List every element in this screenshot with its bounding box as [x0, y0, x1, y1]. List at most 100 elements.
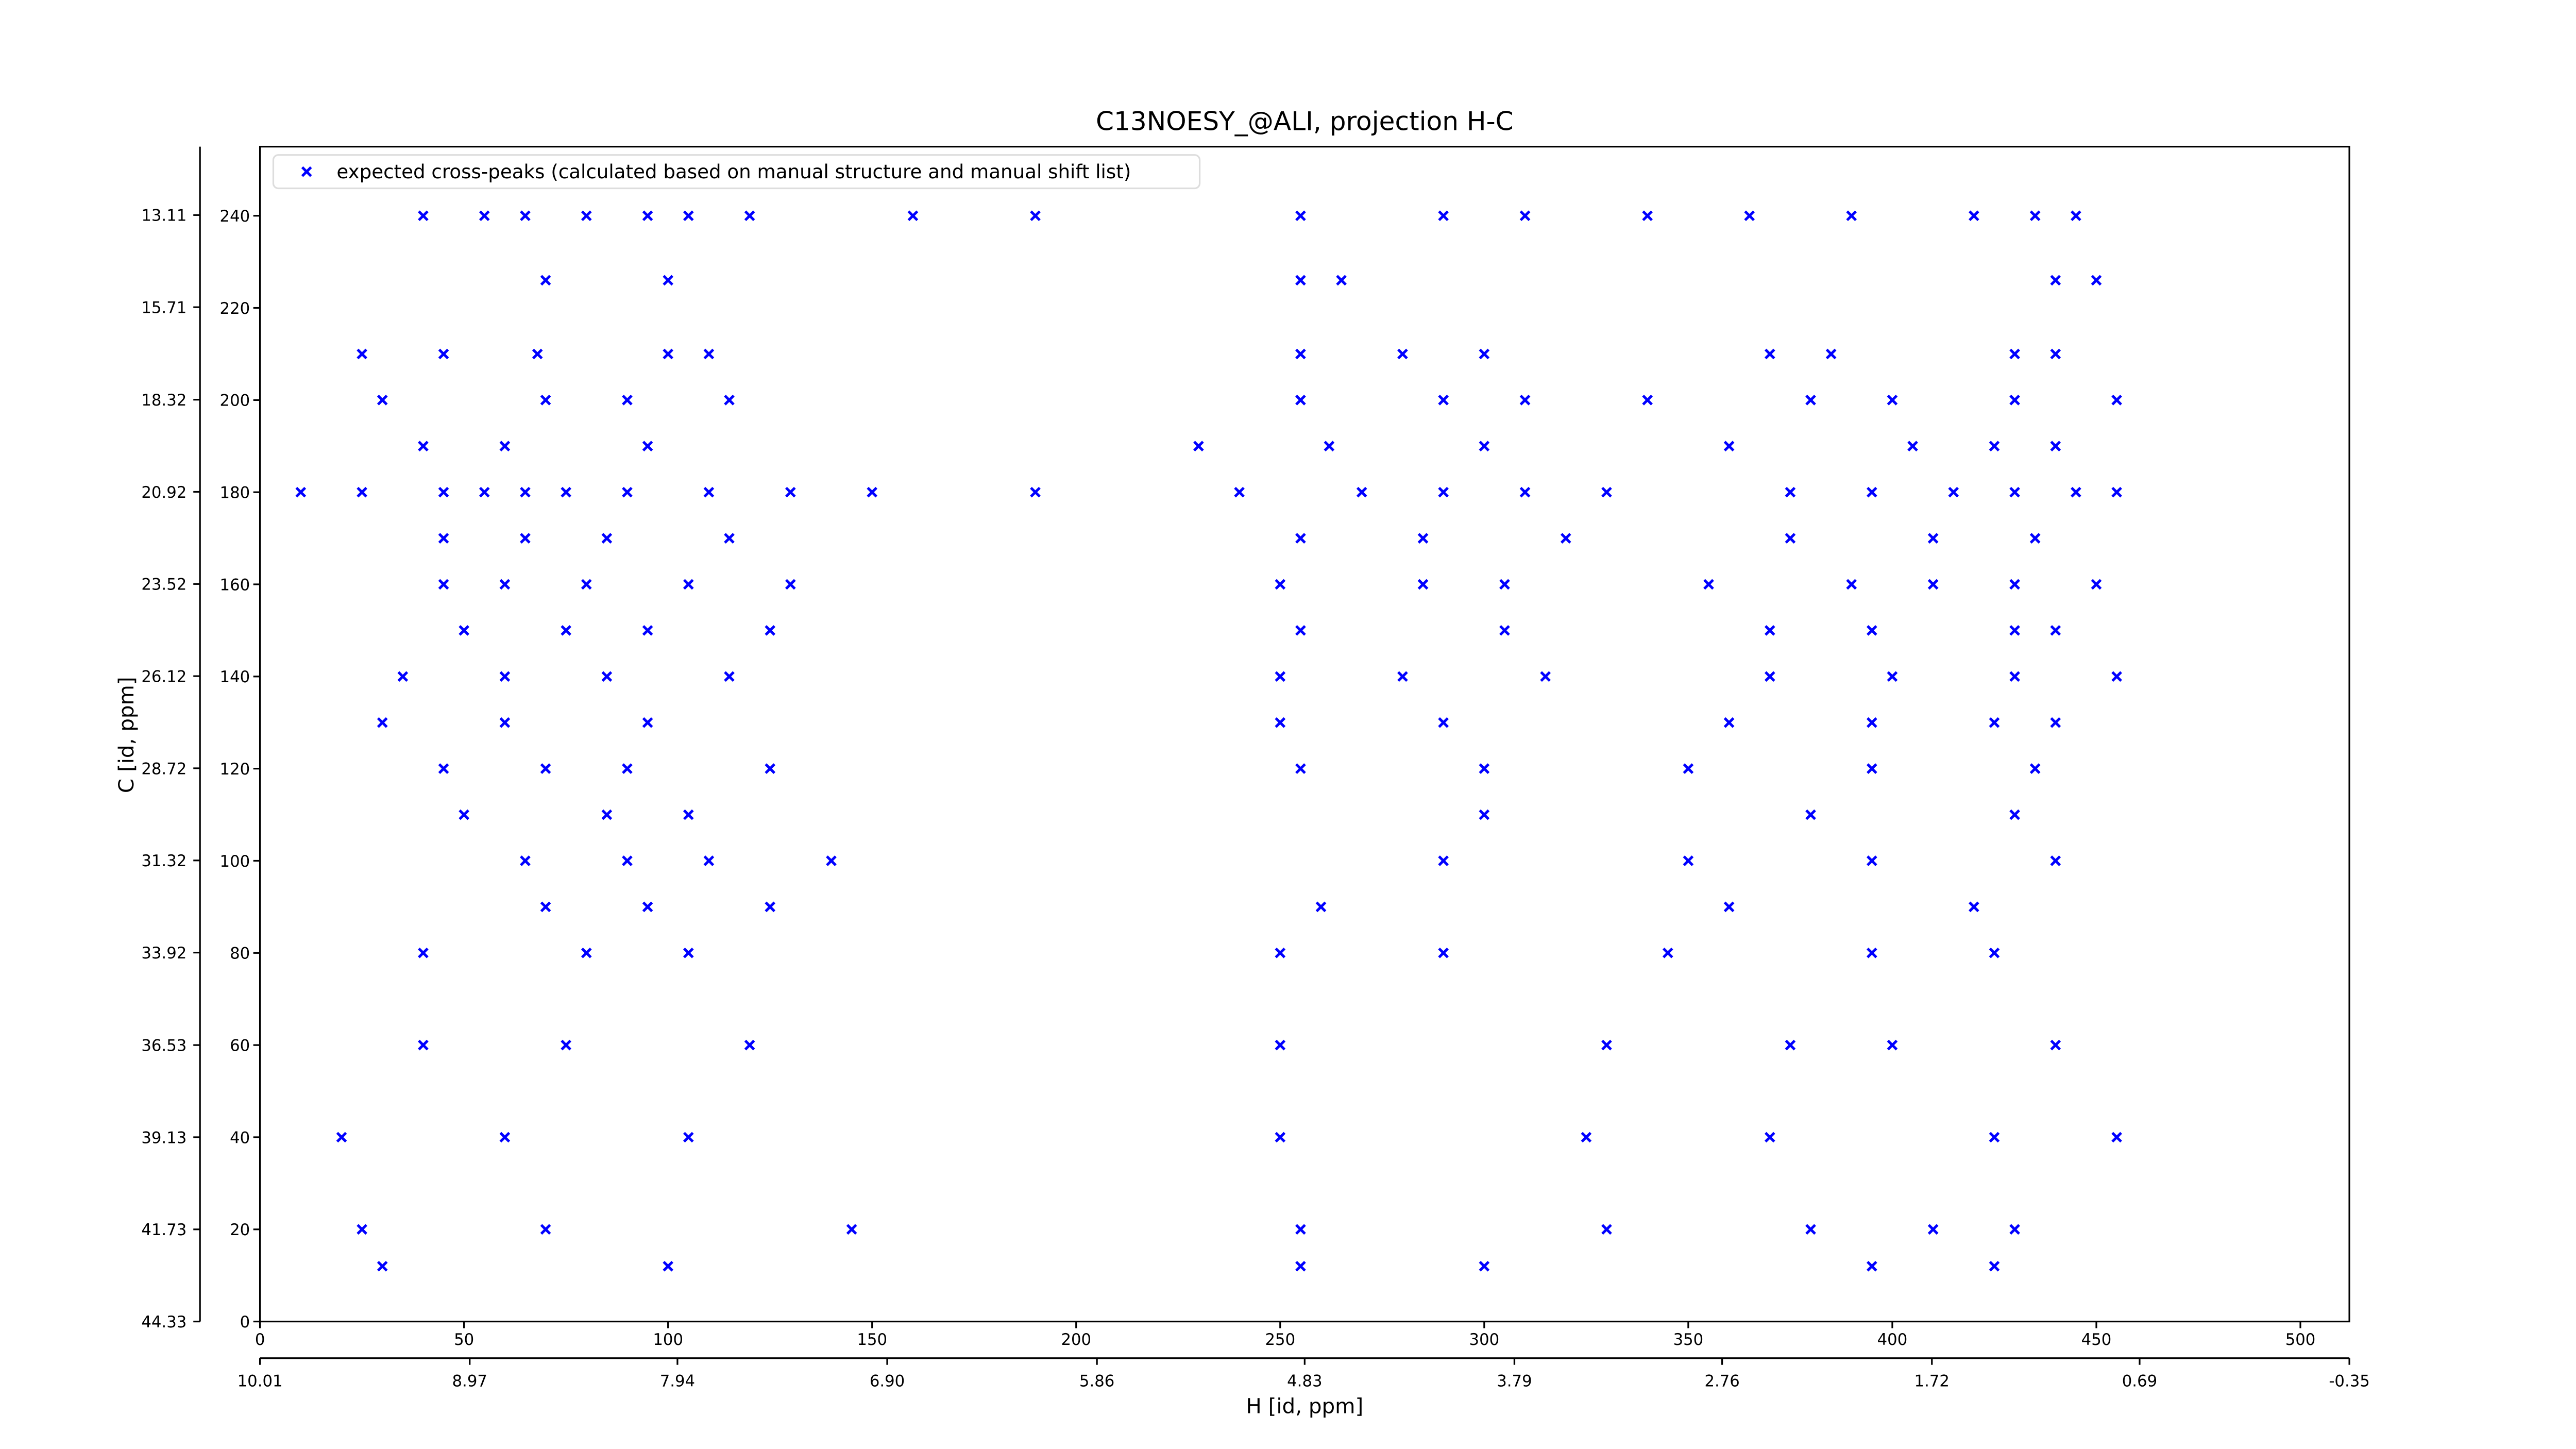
cross-peak	[1315, 901, 1327, 913]
cross-peak	[1438, 486, 1449, 498]
cross-peak	[703, 348, 715, 360]
cross-peak	[1356, 486, 1367, 498]
cross-peak	[1560, 533, 1571, 544]
cross-peak	[499, 579, 511, 590]
cross-peak	[642, 441, 653, 452]
cross-peak	[1275, 671, 1286, 682]
cross-peak	[1805, 395, 1816, 406]
x2-tick-label: 4.83	[1287, 1372, 1322, 1391]
cross-peak	[1642, 395, 1653, 406]
cross-peak	[785, 579, 796, 590]
x-tick-label: 450	[2081, 1330, 2112, 1349]
cross-peak	[622, 486, 633, 498]
cross-peak	[2050, 348, 2061, 360]
cross-peak	[520, 210, 531, 222]
x2-tick-label: 5.86	[1079, 1372, 1114, 1391]
cross-peak	[336, 1132, 347, 1143]
cross-peak	[2111, 395, 2122, 406]
cross-peak	[826, 855, 837, 866]
cross-peak	[1866, 486, 1877, 498]
x-tick-label: 500	[2285, 1330, 2316, 1349]
y-tick-label: 120	[220, 760, 250, 779]
cross-peak	[2009, 348, 2020, 360]
cross-peak	[2029, 533, 2041, 544]
cross-peak	[1275, 1132, 1286, 1143]
cross-peak	[785, 486, 796, 498]
cross-peak	[1324, 441, 1335, 452]
cross-peak	[1479, 441, 1490, 452]
cross-peak	[1723, 901, 1735, 913]
cross-peak	[703, 486, 715, 498]
cross-peak	[2009, 395, 2020, 406]
cross-peak	[540, 395, 551, 406]
cross-peak	[2111, 486, 2122, 498]
cross-peak	[1989, 947, 2000, 958]
cross-peak	[479, 210, 490, 222]
cross-peak	[1989, 717, 2000, 728]
y-tick-label: 60	[230, 1036, 250, 1055]
cross-peak	[1846, 210, 1857, 222]
cross-peak	[2050, 1039, 2061, 1051]
cross-peak	[642, 210, 653, 222]
cross-peak	[683, 210, 694, 222]
cross-peak	[2111, 1132, 2122, 1143]
chart-title: C13NOESY_@ALI, projection H-C	[1096, 106, 1514, 136]
cross-peak	[1275, 947, 1286, 958]
cross-peak	[846, 1224, 857, 1235]
cross-peak	[1397, 348, 1408, 360]
cross-peak	[1764, 1132, 1775, 1143]
cross-peak	[642, 717, 653, 728]
cross-peak	[520, 533, 531, 544]
cross-peak	[1519, 486, 1531, 498]
cross-peak	[703, 855, 715, 866]
y-tick-label: 240	[220, 207, 250, 226]
cross-peak	[1295, 763, 1306, 774]
cross-peak	[2050, 625, 2061, 636]
cross-peak	[642, 901, 653, 913]
cross-peak	[1703, 579, 1714, 590]
y2-tick-label: 13.11	[141, 207, 187, 225]
cross-peak	[1927, 579, 1939, 590]
x-tick-label: 400	[1877, 1330, 1908, 1349]
cross-peak	[561, 1039, 572, 1051]
y-tick-label: 220	[220, 299, 250, 318]
cross-peak	[1275, 717, 1286, 728]
x-tick-label: 0	[255, 1330, 265, 1349]
cross-peak	[1927, 533, 1939, 544]
cross-peak	[1601, 486, 1612, 498]
cross-peak	[1275, 579, 1286, 590]
cross-peak	[642, 625, 653, 636]
y-tick-label: 180	[220, 484, 250, 502]
x-tick-label: 250	[1265, 1330, 1295, 1349]
cross-peak	[663, 1260, 674, 1272]
cross-peak	[357, 1224, 367, 1235]
cross-peak	[2091, 275, 2102, 286]
cross-peak	[622, 855, 633, 866]
cross-peak	[601, 533, 613, 544]
cross-peak	[532, 348, 543, 360]
x-tick-label: 50	[454, 1330, 474, 1349]
cross-peak	[1683, 763, 1694, 774]
cross-peak	[744, 210, 755, 222]
cross-peak	[1479, 763, 1490, 774]
cross-peak	[540, 763, 551, 774]
x2-tick-label: 6.90	[870, 1372, 905, 1391]
cross-peak	[499, 441, 511, 452]
y-tick-label: 0	[240, 1313, 250, 1332]
y2-tick-label: 33.92	[141, 944, 187, 963]
cross-peak	[1969, 210, 1979, 222]
cross-peak	[1866, 947, 1877, 958]
y2-tick-label: 26.12	[141, 667, 187, 686]
x-tick-label: 350	[1673, 1330, 1704, 1349]
x-tick-label: 150	[857, 1330, 887, 1349]
cross-peak	[1519, 210, 1531, 222]
cross-peak	[499, 1132, 511, 1143]
cross-peak	[1866, 855, 1877, 866]
cross-peak	[581, 947, 592, 958]
cross-peak	[1479, 1260, 1490, 1272]
cross-peak	[683, 947, 694, 958]
cross-peak	[1295, 1224, 1306, 1235]
y2-tick-label: 23.52	[141, 576, 187, 594]
cross-peak	[1499, 579, 1510, 590]
